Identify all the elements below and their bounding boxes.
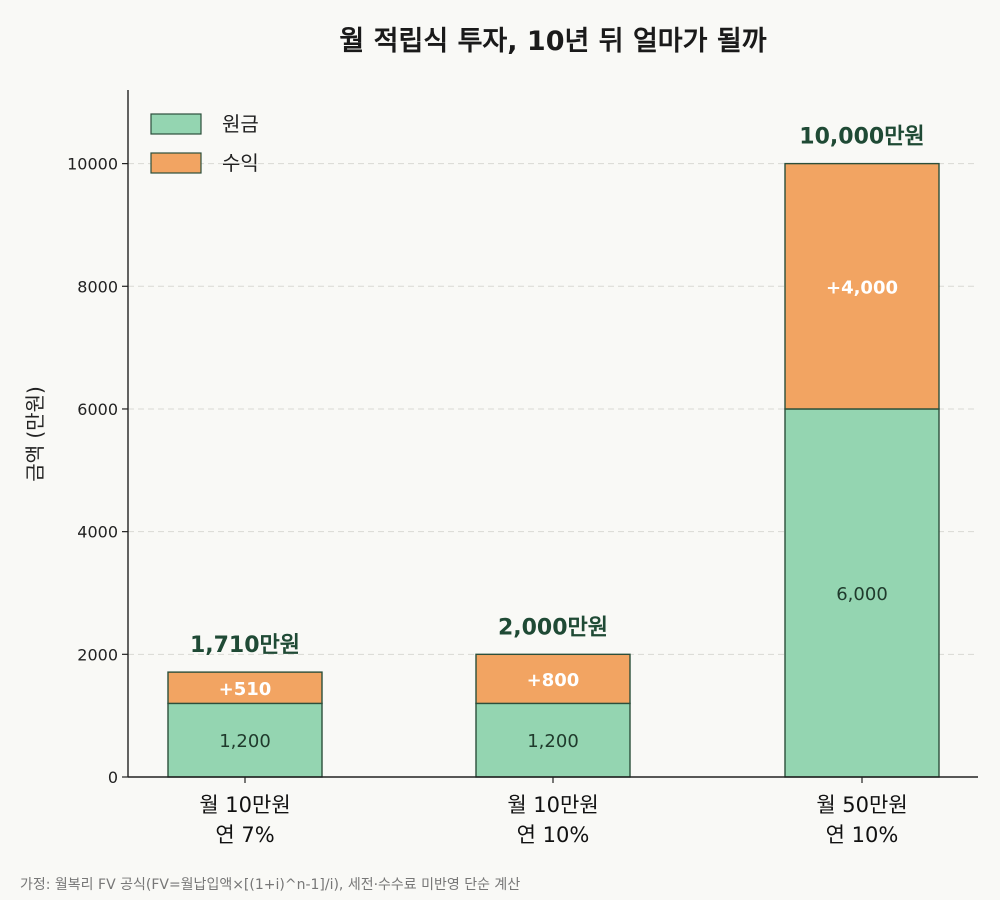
- segment-value-label: 6,000: [836, 584, 888, 605]
- x-tick-label: 연 10%: [517, 823, 590, 847]
- bar-segment-profit: [784, 162, 940, 410]
- segment-value-label: 1,200: [219, 731, 271, 752]
- bars: 1,200 +510 1,710만원 1,200 +800 2,000만원 6,000 +4,…: [167, 125, 940, 778]
- segment-value-label: +510: [219, 679, 272, 700]
- bar-segment-profit: [475, 653, 631, 705]
- y-axis-ticks: 0 2000 4000 6000 8000 10000: [67, 155, 128, 787]
- segment-value-label: +4,000: [826, 277, 898, 298]
- y-tick-label: 8000: [77, 277, 118, 296]
- legend-entry-label: 원금: [222, 112, 259, 136]
- x-tick-label: 월 50만원: [816, 793, 907, 817]
- y-tick-label: 6000: [77, 400, 118, 419]
- bar-segment-profit: [167, 671, 323, 705]
- y-tick-label: 2000: [77, 645, 118, 664]
- y-tick-label: 0: [108, 768, 118, 787]
- x-tick-label: 연 7%: [215, 823, 274, 847]
- bar-total-label: 1,710만원: [190, 633, 300, 658]
- y-tick-label: 4000: [77, 523, 118, 542]
- bar-total-label: 2,000만원: [498, 615, 608, 640]
- legend-swatch: [150, 113, 202, 135]
- footnote: 가정: 월복리 FV 공식(FV=월납입액×[(1+i)^n-1]/i), 세전…: [20, 877, 520, 893]
- bar-total-label: 10,000만원: [799, 125, 924, 150]
- segment-value-label: +800: [527, 670, 580, 691]
- chart-title: 월 적립식 투자, 10년 뒤 얼마가 될까: [339, 26, 766, 57]
- x-tick-label: 월 10만원: [199, 793, 290, 817]
- y-axis-label: 금액 (만원): [23, 386, 47, 482]
- legend-swatch: [150, 152, 202, 174]
- x-tick-label: 연 10%: [826, 823, 899, 847]
- segment-value-label: 1,200: [527, 731, 579, 752]
- legend-entry-label: 수익: [222, 151, 259, 175]
- x-tick-label: 월 10만원: [507, 793, 598, 817]
- y-tick-label: 10000: [67, 155, 118, 174]
